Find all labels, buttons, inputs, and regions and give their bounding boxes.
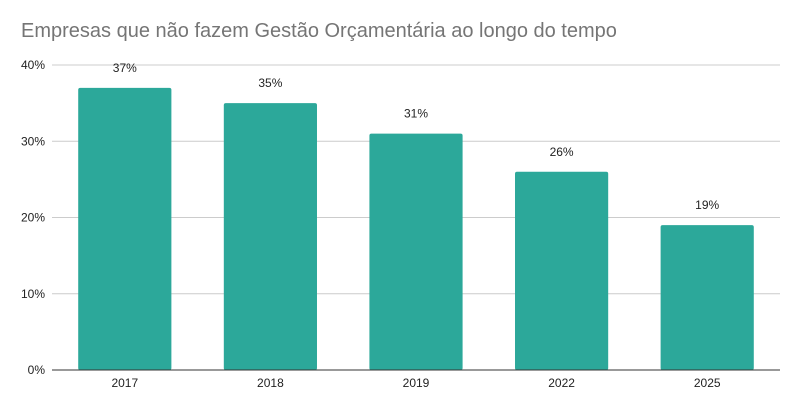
data-label-2018: 35%	[258, 76, 282, 90]
bar-2019[interactable]	[369, 133, 463, 370]
data-label-2025: 19%	[695, 198, 719, 212]
x-tick-label: 2025	[694, 376, 721, 390]
bar-2025[interactable]	[660, 225, 754, 370]
x-tick-label: 2019	[403, 376, 430, 390]
data-label-2019: 31%	[404, 107, 428, 121]
y-tick-label: 20%	[21, 211, 45, 225]
bar-2017[interactable]	[78, 87, 172, 370]
y-tick-label: 30%	[21, 134, 45, 148]
bars	[78, 87, 754, 370]
y-tick-label: 0%	[28, 363, 46, 377]
x-tick-label: 2018	[257, 376, 284, 390]
x-tick-label: 2022	[548, 376, 575, 390]
data-label-2017: 37%	[113, 61, 137, 75]
bar-2018[interactable]	[223, 103, 317, 370]
bar-2022[interactable]	[515, 171, 609, 370]
chart-title: Empresas que não fazem Gestão Orçamentár…	[21, 20, 617, 42]
y-tick-label: 10%	[21, 287, 45, 301]
data-label-2022: 26%	[550, 145, 574, 159]
y-tick-label: 40%	[21, 58, 45, 72]
x-tick-label: 2017	[111, 376, 138, 390]
labels: 0% 10% 20% 30% 40% 37% 2017 35% 2018 31% 2019 26% 20…	[21, 58, 721, 390]
